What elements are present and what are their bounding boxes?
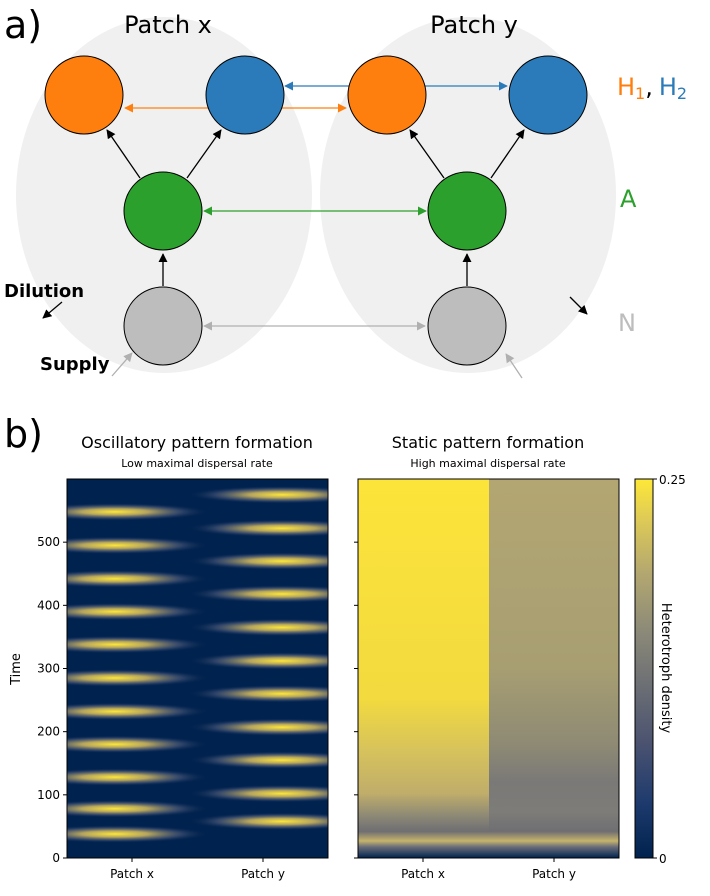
y-axis: 0 100 200 300 400 500 (37, 535, 67, 865)
legend-h2: H (659, 73, 677, 101)
osc-peak-patch-x (67, 668, 210, 687)
osc-peak-patch-x (67, 602, 210, 621)
node-a-patch-y (427, 171, 507, 251)
osc-peak-patch-x (67, 569, 210, 588)
dilution-arrow-x (42, 301, 63, 319)
arrow-a-to-h1-y (409, 129, 445, 179)
panel-a-letter: a) (4, 3, 42, 47)
node-h2-patch-x (205, 55, 285, 135)
osc-marks (67, 485, 328, 843)
y-tick-label: 400 (37, 598, 60, 612)
x-tick-label-2b-text: Patch y (532, 867, 576, 881)
supply-arrow-x (111, 352, 133, 377)
y-tick-label: 100 (37, 788, 60, 802)
osc-peak-patch-y (187, 584, 328, 603)
y-axis-right-plot (354, 541, 358, 859)
plot-1-title: Oscillatory pattern formation (81, 433, 313, 452)
osc-peak-patch-x (67, 799, 210, 818)
osc-peak-patch-y (187, 552, 328, 571)
legend-h1-h2: H1, H2 (617, 73, 687, 103)
osc-peak-patch-x (67, 635, 210, 654)
plot-1-subtitle: Low maximal dispersal rate (121, 457, 273, 470)
colorbar-max-label: 0.25 (659, 473, 686, 487)
patch-x-title: Patch x (124, 11, 212, 39)
node-n-patch-y (427, 286, 507, 366)
osc-peak-patch-x (67, 735, 210, 754)
dilution-arrow-y (569, 296, 588, 315)
colorbar-label: Heterotroph density (658, 603, 673, 734)
legend-comma: , (645, 73, 653, 101)
legend-h1-sub: 1 (635, 84, 645, 103)
static-heatmap (357, 478, 620, 859)
osc-peak-patch-x (67, 768, 210, 787)
x-tick-label-2b: Patch y (532, 867, 576, 881)
y-tick-label: 500 (37, 535, 60, 549)
plot-2-subtitle: High maximal dispersal rate (410, 457, 565, 470)
osc-peak-patch-x (67, 502, 210, 521)
node-a-patch-x (123, 171, 203, 251)
plot-2-title: Static pattern formation (392, 433, 584, 452)
osc-peak-patch-y (187, 618, 328, 637)
x-tick-label-1a: Patch x (110, 867, 154, 881)
supply-arrow-y (505, 353, 523, 379)
legend-h2-sub: 2 (677, 84, 687, 103)
y-tick-label: 200 (37, 725, 60, 739)
x-tick-label-2a: Patch x (401, 867, 445, 881)
legend-h1: H (617, 73, 635, 101)
osc-peak-patch-y (187, 651, 328, 670)
node-h1-patch-y (347, 55, 427, 135)
y-tick-label: 300 (37, 662, 60, 676)
static-patch-x-column (358, 479, 489, 858)
panel-b-letter: b) (4, 412, 43, 456)
arrow-a-to-h1-x (106, 129, 141, 179)
osc-peak-patch-x (67, 536, 210, 555)
colorbar (634, 478, 654, 859)
colorbar-min-label: 0 (659, 852, 667, 866)
osc-peak-patch-y (187, 684, 328, 703)
x-tick-label-1b: Patch y (241, 867, 285, 881)
osc-peak-patch-y (187, 519, 328, 538)
dilution-label: Dilution (4, 281, 84, 302)
x-tick-label-2a-text: Patch x (401, 867, 445, 881)
patch-y-title: Patch y (430, 11, 518, 39)
node-h2-patch-y (508, 55, 588, 135)
static-patch-y-column (489, 479, 619, 858)
arrow-a-to-h2-y (490, 129, 525, 179)
legend-a: A (620, 185, 637, 213)
legend-n: N (618, 309, 636, 337)
oscillatory-heatmap (66, 478, 329, 859)
osc-peak-patch-x (67, 702, 210, 721)
osc-peak-patch-y (187, 751, 328, 770)
osc-peak-patch-y (187, 784, 328, 803)
x-tick-label-1a-text: Patch x (110, 867, 154, 881)
x-tick-label-1b-text: Patch y (241, 867, 285, 881)
node-n-patch-x (123, 286, 203, 366)
y-axis-label: Time (9, 653, 24, 686)
arrow-a-to-h2-x (186, 129, 222, 179)
y-tick-label: 0 (52, 851, 60, 865)
supply-label: Supply (40, 354, 110, 375)
osc-peak-patch-x (67, 824, 210, 843)
osc-peak-patch-y (187, 812, 328, 831)
node-h1-patch-x (44, 55, 124, 135)
osc-peak-patch-y (187, 485, 328, 504)
osc-peak-patch-y (187, 718, 328, 737)
